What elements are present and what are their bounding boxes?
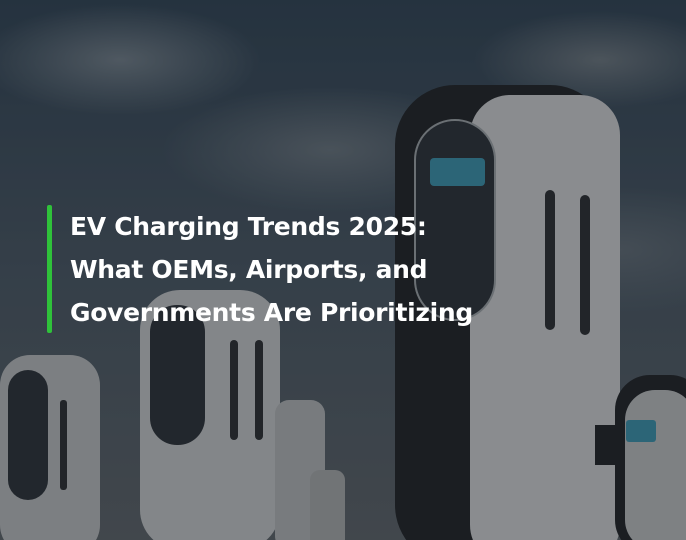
charger-right [615, 375, 686, 540]
title-line: Governments Are Prioritizing [70, 298, 473, 327]
hero-title: EV Charging Trends 2025: What OEMs, Airp… [70, 205, 670, 334]
charger-mid [140, 290, 345, 540]
charger-large [395, 85, 620, 540]
charger-left [0, 355, 100, 540]
title-line: EV Charging Trends 2025: [70, 212, 427, 241]
title-line: What OEMs, Airports, and [70, 255, 428, 284]
accent-bar [47, 205, 52, 333]
